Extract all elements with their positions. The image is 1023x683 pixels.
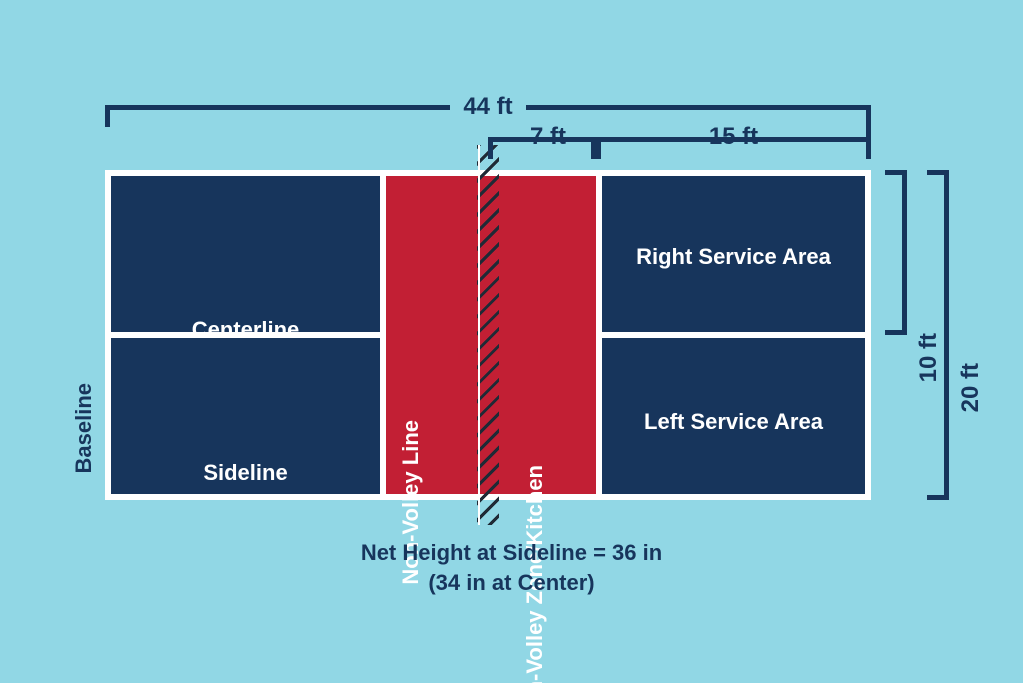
left-top-service (111, 176, 380, 332)
label-sideline: Sideline (203, 460, 287, 486)
caption-net-height-line1: Net Height at Sideline = 36 in (0, 540, 1023, 566)
caption-net-height-line2: (34 in at Center) (0, 570, 1023, 596)
label-centerline: Centerline (192, 317, 300, 343)
bracket-20ft (927, 170, 949, 500)
bracket-10ft (885, 170, 907, 335)
dim-20ft: 20 ft (957, 363, 985, 412)
dim-7ft: 7 ft (530, 123, 566, 151)
bracket-44ft-left (105, 105, 450, 127)
non-volley-line-left (380, 176, 386, 494)
centerline-right (602, 332, 865, 338)
label-baseline: Baseline (71, 383, 97, 474)
pickleball-court-diagram: BaselineCenterlineSidelineNon-Volley Lin… (0, 0, 1023, 683)
net (477, 145, 499, 525)
net-white-stripe (478, 145, 480, 525)
right-kitchen (488, 176, 596, 494)
dim-44ft: 44 ft (463, 93, 512, 121)
label-right-service: Right Service Area (636, 244, 831, 270)
label-left-service: Left Service Area (644, 409, 823, 435)
dim-15ft: 15 ft (709, 123, 758, 151)
